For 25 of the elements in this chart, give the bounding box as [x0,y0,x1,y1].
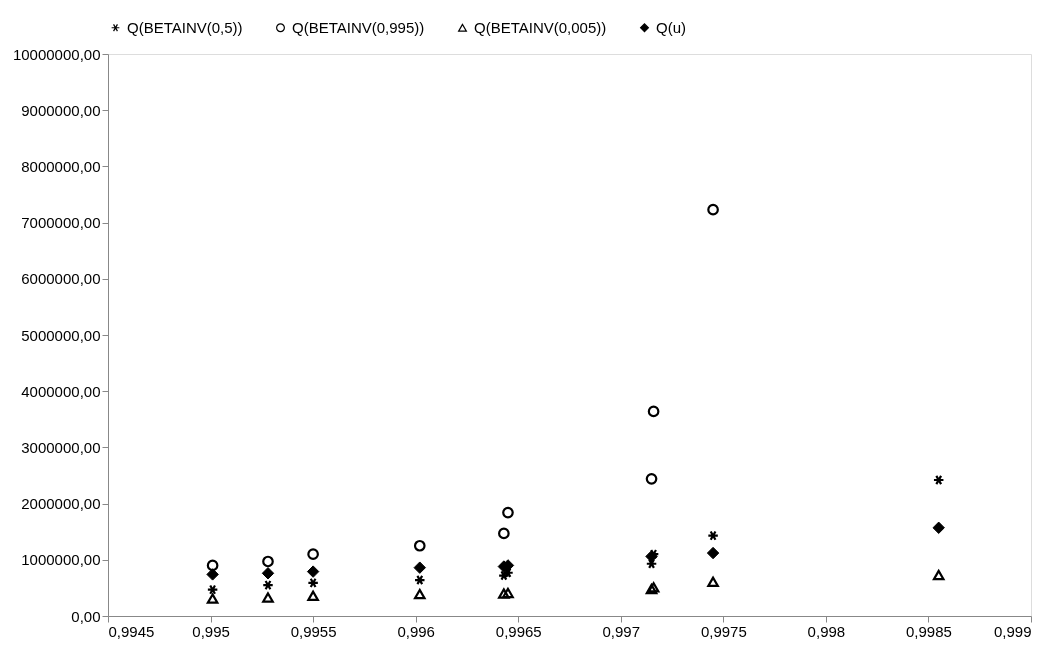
x-tick-label: 0,997 [602,622,641,640]
legend-label: Q(BETAINV(0,995)) [292,18,425,36]
y-tick-label: 8000000,00 [21,157,101,175]
y-tick-label: 4000000,00 [21,382,101,400]
legend-label: Q(BETAINV(0,005)) [474,18,607,36]
x-tick-label: 0,9985 [906,622,952,640]
y-tick-label: 3000000,00 [21,438,101,456]
x-tick-label: 0,996 [397,622,435,640]
x-tick-label: 0,9975 [700,622,747,640]
x-tick-label: 0,995 [192,622,230,640]
y-tick-label: 5000000,00 [21,326,101,344]
y-tick-label: 7000000,00 [21,214,101,232]
x-tick-label: 0,9955 [290,622,337,640]
x-tick-label: 0,999 [993,622,1032,640]
legend-label: Q(u) [656,18,686,36]
y-tick-label: 2000000,00 [21,495,101,513]
y-tick-label: 1000000,00 [21,551,101,569]
y-tick-label: 6000000,00 [21,270,101,288]
legend-label: Q(BETAINV(0,5)) [127,18,243,36]
x-tick-label: 0,9945 [108,622,155,640]
y-tick-label: 0,00 [71,607,101,625]
y-tick-label: 10000000,00 [12,45,101,63]
y-tick-label: 9000000,00 [21,101,101,119]
x-tick-label: 0,998 [807,622,846,640]
x-tick-label: 0,9965 [495,622,542,640]
